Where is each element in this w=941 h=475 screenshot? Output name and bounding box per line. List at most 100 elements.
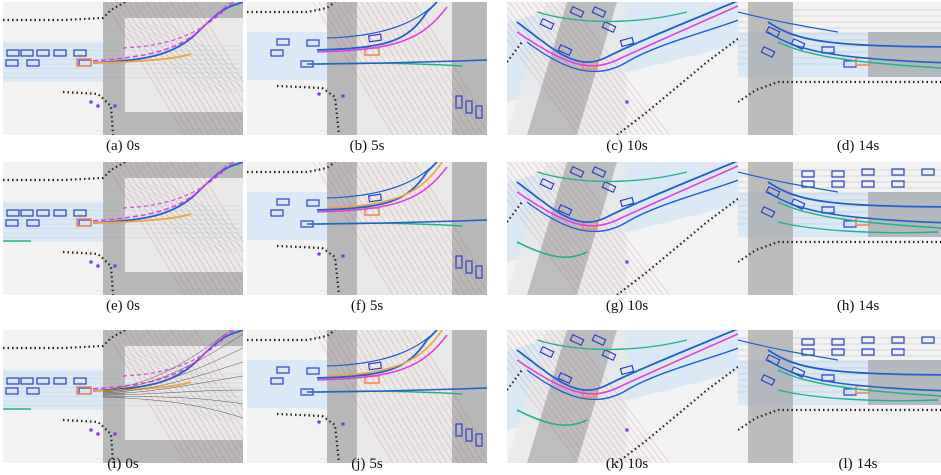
panel-caption: (c) 10s: [507, 137, 747, 155]
panel-caption: (f) 5s: [247, 297, 487, 315]
trajectory-line: [316, 6, 448, 53]
trajectory-line: [526, 344, 747, 401]
curb-line: [616, 359, 747, 463]
scene-panel: [507, 2, 747, 135]
vehicle-box: [790, 37, 806, 51]
panel-time: 10s: [627, 456, 649, 472]
vehicle-box: [831, 348, 845, 356]
vehicle-box: [20, 49, 34, 57]
vehicle-box: [270, 49, 284, 57]
vehicle-box: [455, 95, 463, 109]
vehicle-box: [831, 180, 845, 188]
panel-time: 10s: [627, 298, 649, 314]
trajectory-line: [92, 162, 237, 222]
trajectory-line: [326, 330, 438, 367]
trajectory-line: [102, 375, 243, 395]
panel-caption: (k) 10s: [507, 455, 747, 473]
pedestrian-marker: [317, 92, 321, 96]
vehicle-box: [891, 180, 905, 188]
trajectory-line: [92, 53, 192, 64]
vehicle-box: [557, 203, 573, 217]
vehicle-box: [306, 367, 320, 375]
panel-time: 5s: [369, 456, 383, 472]
trajectory-line: [92, 213, 192, 224]
curb-line: [276, 84, 341, 135]
vehicle-box: [36, 377, 50, 385]
trajectory-line: [777, 369, 941, 397]
vehicle-box: [455, 423, 463, 437]
trajectory-line: [102, 333, 243, 392]
vehicle-box: [790, 365, 806, 379]
vehicle-box: [557, 371, 573, 385]
vehicle-box: [270, 377, 284, 385]
trajectory-line: [516, 162, 738, 223]
vehicle-box: [465, 428, 473, 442]
vehicle-box: [569, 5, 585, 19]
pedestrian-marker: [89, 260, 93, 264]
trajectory-line: [738, 339, 839, 361]
trajectory-line: [738, 171, 839, 193]
trajectory-line: [536, 339, 688, 351]
panel-caption: (i) 0s: [3, 455, 243, 473]
trajectory-line: [306, 387, 487, 393]
scene-panel: [247, 330, 487, 463]
vehicle-box: [790, 197, 806, 211]
vehicle-box: [20, 209, 34, 217]
panel-time: 5s: [369, 298, 384, 314]
vehicle-box: [591, 165, 607, 179]
curb-line: [616, 31, 747, 135]
trajectory-line: [92, 2, 237, 62]
vehicle-box: [26, 59, 40, 67]
vehicle-box: [760, 373, 776, 387]
ego-vehicle: [76, 386, 92, 395]
vehicle-box: [475, 433, 483, 447]
pedestrian-marker: [113, 104, 117, 108]
vehicle-box: [5, 59, 19, 67]
pedestrian-marker: [625, 100, 629, 104]
panel-time: 0s: [126, 138, 140, 154]
curb-line: [738, 408, 941, 431]
vehicle-box: [591, 333, 607, 347]
vehicle-box: [26, 219, 40, 227]
panel-caption: (e) 0s: [3, 297, 243, 315]
pedestrian-marker: [113, 264, 117, 268]
vehicle-box: [557, 43, 573, 57]
trajectory-line: [516, 409, 588, 426]
vehicle-box: [601, 180, 617, 194]
scene-panel: [247, 162, 487, 295]
panel-time: 10s: [626, 138, 648, 154]
ego-vehicle: [76, 58, 92, 67]
vehicle-box: [270, 209, 284, 217]
trajectory-line: [102, 347, 243, 393]
vehicle-box: [20, 377, 34, 385]
trajectory-line: [516, 2, 738, 63]
scene-panel: [738, 2, 941, 135]
panel-time: 14s: [858, 138, 880, 154]
trajectory-line: [316, 2, 438, 51]
panel-time: 14s: [858, 298, 880, 314]
panel-label: (h): [836, 298, 855, 314]
vehicle-box: [276, 198, 290, 206]
vehicle-box: [619, 364, 635, 376]
vehicle-box: [601, 20, 617, 34]
vehicle-box: [760, 205, 776, 219]
vehicle-box: [276, 38, 290, 46]
vehicle-box: [861, 180, 875, 188]
trajectory-line: [316, 330, 438, 379]
vehicle-box: [6, 49, 20, 57]
vehicle-box: [921, 168, 935, 176]
vehicle-box: [53, 209, 67, 217]
vehicle-box: [5, 387, 19, 395]
vehicle-box: [861, 348, 875, 356]
trajectory-line: [777, 201, 941, 229]
vehicle-box: [36, 49, 50, 57]
trajectory-line: [102, 389, 243, 396]
trajectory-line: [516, 330, 738, 391]
curb-line: [738, 240, 941, 263]
panel-label: (b): [349, 138, 368, 154]
trajectory-line: [316, 166, 448, 213]
vehicle-box: [465, 260, 473, 274]
panel-caption: (d) 14s: [738, 137, 941, 155]
scene-panel: [247, 2, 487, 135]
trajectory-line: [767, 359, 941, 392]
